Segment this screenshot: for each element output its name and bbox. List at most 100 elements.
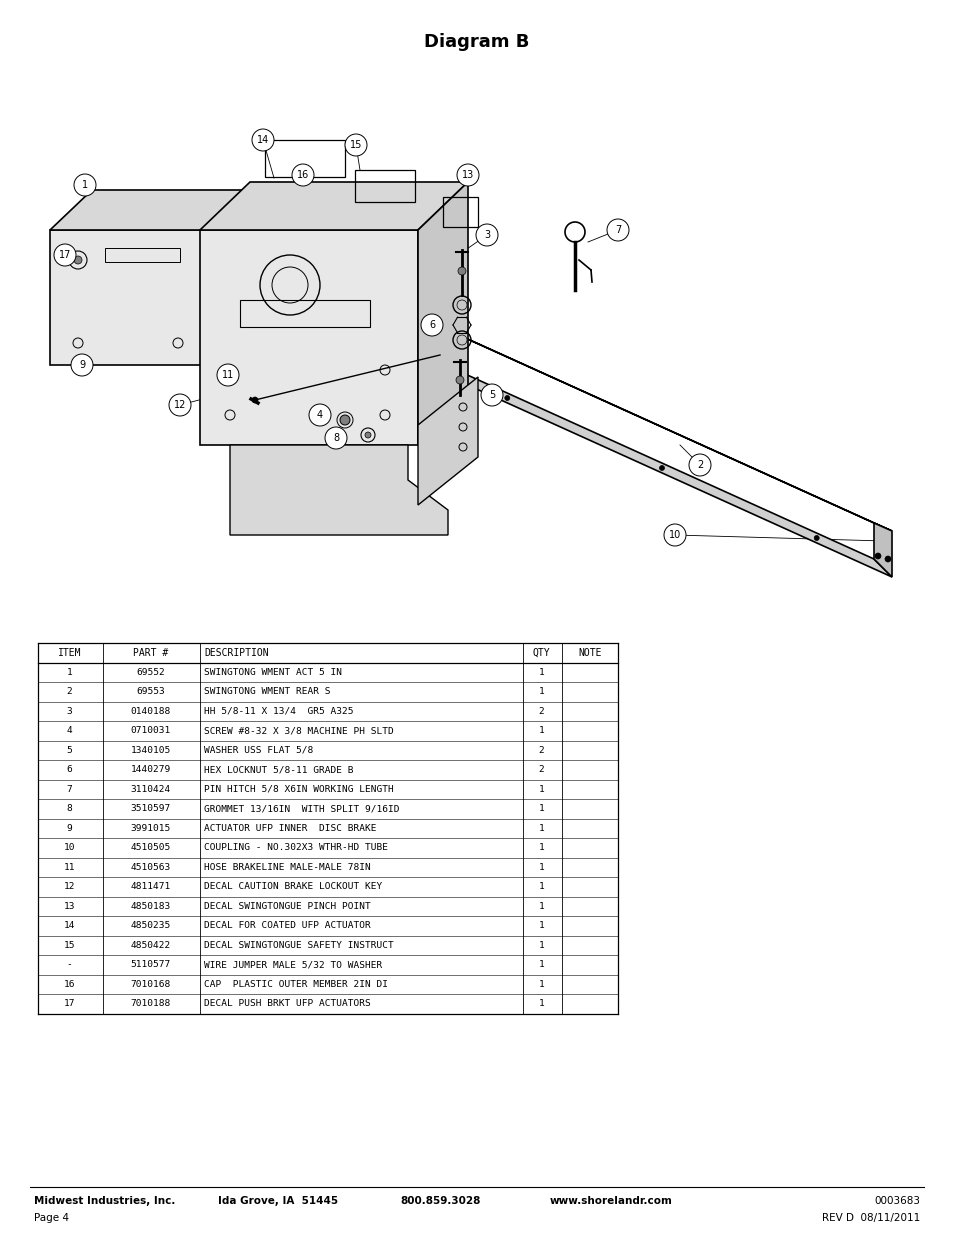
Text: 15: 15 [64,941,75,950]
Text: 16: 16 [64,979,75,989]
Text: 6: 6 [429,320,435,330]
Text: 1: 1 [538,687,544,697]
Text: 7: 7 [615,225,620,235]
Polygon shape [50,230,205,366]
Circle shape [606,219,628,241]
Text: 0003683: 0003683 [873,1195,919,1207]
Text: DECAL FOR COATED UFP ACTUATOR: DECAL FOR COATED UFP ACTUATOR [204,921,371,930]
Circle shape [504,395,509,400]
Circle shape [71,354,92,375]
Text: 3991015: 3991015 [131,824,171,832]
Circle shape [480,384,502,406]
Text: Page 4: Page 4 [34,1213,69,1223]
Text: SWINGTONG WMENT ACT 5 IN: SWINGTONG WMENT ACT 5 IN [204,668,341,677]
Text: www.shorelandr.com: www.shorelandr.com [550,1195,672,1207]
Circle shape [659,466,664,471]
Polygon shape [417,182,468,445]
Polygon shape [432,359,891,577]
Circle shape [54,245,76,266]
Text: ACTUATOR UFP INNER  DISC BRAKE: ACTUATOR UFP INNER DISC BRAKE [204,824,376,832]
Text: 1: 1 [538,804,544,814]
Text: SWINGTONG WMENT REAR S: SWINGTONG WMENT REAR S [204,687,330,697]
Text: 1: 1 [82,180,88,190]
Text: 1: 1 [538,844,544,852]
Circle shape [457,267,465,275]
Text: 3510597: 3510597 [131,804,171,814]
Polygon shape [230,445,448,535]
Text: 8: 8 [333,433,338,443]
Text: 1: 1 [538,941,544,950]
Circle shape [325,427,347,450]
Text: 1: 1 [538,668,544,677]
Polygon shape [50,190,247,230]
Text: 1: 1 [538,921,544,930]
Text: HOSE BRAKELINE MALE-MALE 78IN: HOSE BRAKELINE MALE-MALE 78IN [204,863,371,872]
Text: 1: 1 [538,726,544,735]
Text: 7: 7 [67,784,72,794]
Text: 1: 1 [538,784,544,794]
Text: 5: 5 [488,390,495,400]
Text: 8: 8 [67,804,72,814]
Circle shape [74,256,82,264]
Text: 14: 14 [256,135,269,144]
Text: 4510563: 4510563 [131,863,171,872]
Circle shape [874,553,880,559]
Text: 1: 1 [538,979,544,989]
Circle shape [216,364,239,387]
Circle shape [169,394,191,416]
Text: 12: 12 [173,400,186,410]
Circle shape [309,404,331,426]
Text: 0140188: 0140188 [131,706,171,716]
Text: DECAL SWINGTONGUE SAFETY INSTRUCT: DECAL SWINGTONGUE SAFETY INSTRUCT [204,941,394,950]
Text: 4: 4 [316,410,323,420]
Circle shape [252,128,274,151]
Text: 4850422: 4850422 [131,941,171,950]
Text: 13: 13 [461,170,474,180]
Text: 800.859.3028: 800.859.3028 [399,1195,480,1207]
Text: 0710031: 0710031 [131,726,171,735]
Text: 2: 2 [538,746,544,755]
Text: HEX LOCKNUT 5/8-11 GRADE B: HEX LOCKNUT 5/8-11 GRADE B [204,766,354,774]
Text: WASHER USS FLAT 5/8: WASHER USS FLAT 5/8 [204,746,313,755]
Circle shape [339,415,350,425]
Text: 4510505: 4510505 [131,844,171,852]
Text: 4850183: 4850183 [131,902,171,910]
Text: 1: 1 [538,863,544,872]
Text: 17: 17 [64,999,75,1008]
Text: 1: 1 [538,999,544,1008]
Text: 15: 15 [350,140,362,149]
Text: 2: 2 [67,687,72,697]
Text: 10: 10 [64,844,75,852]
Text: DECAL SWINGTONGUE PINCH POINT: DECAL SWINGTONGUE PINCH POINT [204,902,371,910]
Polygon shape [205,190,247,366]
Text: 1: 1 [67,668,72,677]
Text: 6: 6 [67,766,72,774]
Circle shape [456,375,463,384]
Text: Diagram B: Diagram B [424,33,529,51]
Text: 1: 1 [538,824,544,832]
Text: 1340105: 1340105 [131,746,171,755]
Text: NOTE: NOTE [578,647,601,658]
Text: -: - [67,961,72,969]
Polygon shape [417,377,477,505]
Polygon shape [432,324,891,531]
Text: Ida Grove, IA  51445: Ida Grove, IA 51445 [218,1195,337,1207]
Text: 3: 3 [483,230,490,240]
Text: 1: 1 [538,882,544,892]
Circle shape [476,224,497,246]
Text: 13: 13 [64,902,75,910]
Text: 11: 11 [64,863,75,872]
Text: DECAL PUSH BRKT UFP ACTUATORS: DECAL PUSH BRKT UFP ACTUATORS [204,999,371,1008]
Text: PART #: PART # [132,647,168,658]
Text: SCREW #8-32 X 3/8 MACHINE PH SLTD: SCREW #8-32 X 3/8 MACHINE PH SLTD [204,726,394,735]
Text: PIN HITCH 5/8 X6IN WORKING LENGTH: PIN HITCH 5/8 X6IN WORKING LENGTH [204,784,394,794]
Text: 16: 16 [296,170,309,180]
Polygon shape [200,230,417,445]
Circle shape [292,164,314,186]
Circle shape [252,396,257,403]
Circle shape [456,164,478,186]
Text: 7010168: 7010168 [131,979,171,989]
Text: DESCRIPTION: DESCRIPTION [204,647,269,658]
Text: 4811471: 4811471 [131,882,171,892]
Text: COUPLING - NO.302X3 WTHR-HD TUBE: COUPLING - NO.302X3 WTHR-HD TUBE [204,844,388,852]
